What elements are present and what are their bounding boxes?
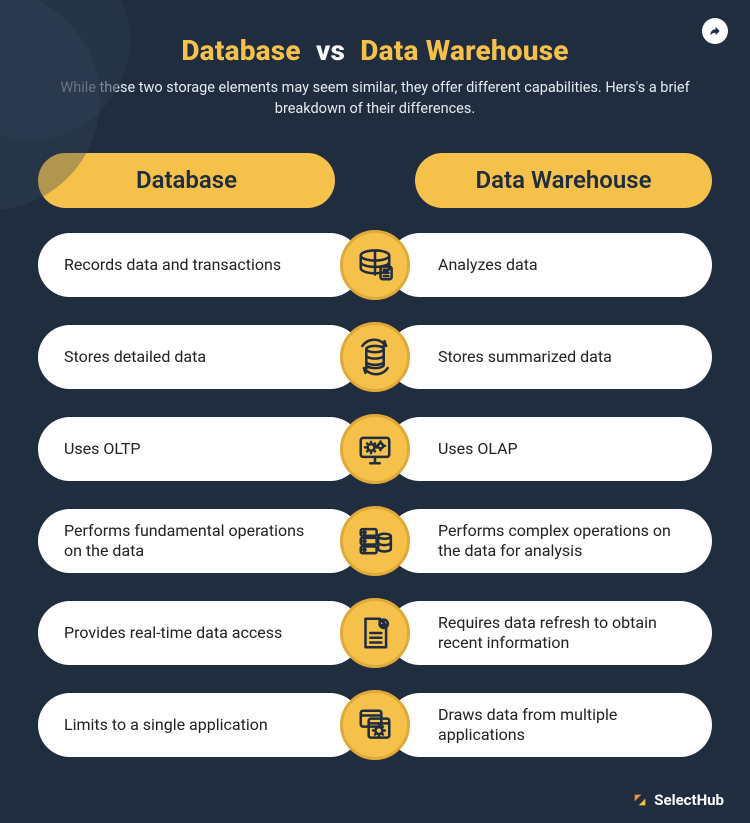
row-left-text: Stores detailed data [64,347,206,367]
row-right-text: Uses OLAP [438,439,518,459]
footer-brand: SelectHub [632,791,724,809]
column-header-right: Data Warehouse [415,153,712,208]
row-right-pill: Requires data refresh to obtain recent i… [388,601,712,665]
row-server-db-icon [356,522,394,560]
row-icon-coin [340,414,410,484]
row-right-text: Performs complex operations on the data … [438,521,688,561]
row-icon-coin [340,322,410,392]
row-right-pill: Uses OLAP [388,417,712,481]
row-right-text: Draws data from multiple applications [438,705,688,745]
comparison-row: Limits to a single application Draws dat… [38,690,712,760]
row-icon-coin [340,690,410,760]
row-doc-info-icon [356,614,394,652]
row-gears-monitor-icon [356,430,394,468]
row-db-split-icon [356,246,394,284]
comparison-row: Records data and transactions Analyzes d… [38,230,712,300]
row-right-text: Stores summarized data [438,347,612,367]
footer-brand-text: SelectHub [654,791,724,809]
row-db-refresh-icon [356,338,394,376]
row-left-pill: Records data and transactions [38,233,362,297]
row-left-text: Records data and transactions [64,255,281,275]
row-right-pill: Performs complex operations on the data … [388,509,712,573]
row-icon-coin [340,598,410,668]
row-left-text: Uses OLTP [64,439,140,459]
row-right-pill: Analyzes data [388,233,712,297]
column-header-left: Database [38,153,335,208]
comparison-row: Performs fundamental operations on the d… [38,506,712,576]
row-left-text: Provides real-time data access [64,623,282,643]
row-right-text: Analyzes data [438,255,538,275]
comparison-row: Stores detailed data Stores summarized d… [38,322,712,392]
comparison-row: Uses OLTP Uses OLAP [38,414,712,484]
row-left-pill: Performs fundamental operations on the d… [38,509,362,573]
row-icon-coin [340,230,410,300]
row-right-pill: Draws data from multiple applications [388,693,712,757]
row-right-text: Requires data refresh to obtain recent i… [438,613,688,653]
row-left-text: Performs fundamental operations on the d… [64,521,314,561]
row-left-text: Limits to a single application [64,715,268,735]
comparison-row: Provides real-time data access Requires … [38,598,712,668]
title-right: Data Warehouse [360,34,568,67]
title-vs: vs [316,34,345,67]
row-icon-coin [340,506,410,576]
row-windows-gear-icon [356,706,394,744]
row-right-pill: Stores summarized data [388,325,712,389]
share-icon [708,24,722,38]
row-left-pill: Limits to a single application [38,693,362,757]
row-left-pill: Uses OLTP [38,417,362,481]
share-button[interactable] [702,18,728,44]
row-left-pill: Stores detailed data [38,325,362,389]
page-subtitle: While these two storage elements may see… [55,77,695,119]
selecthub-logo-icon [632,792,648,808]
page-title: Database vs Data Warehouse [50,34,700,67]
title-left: Database [181,34,300,67]
row-left-pill: Provides real-time data access [38,601,362,665]
